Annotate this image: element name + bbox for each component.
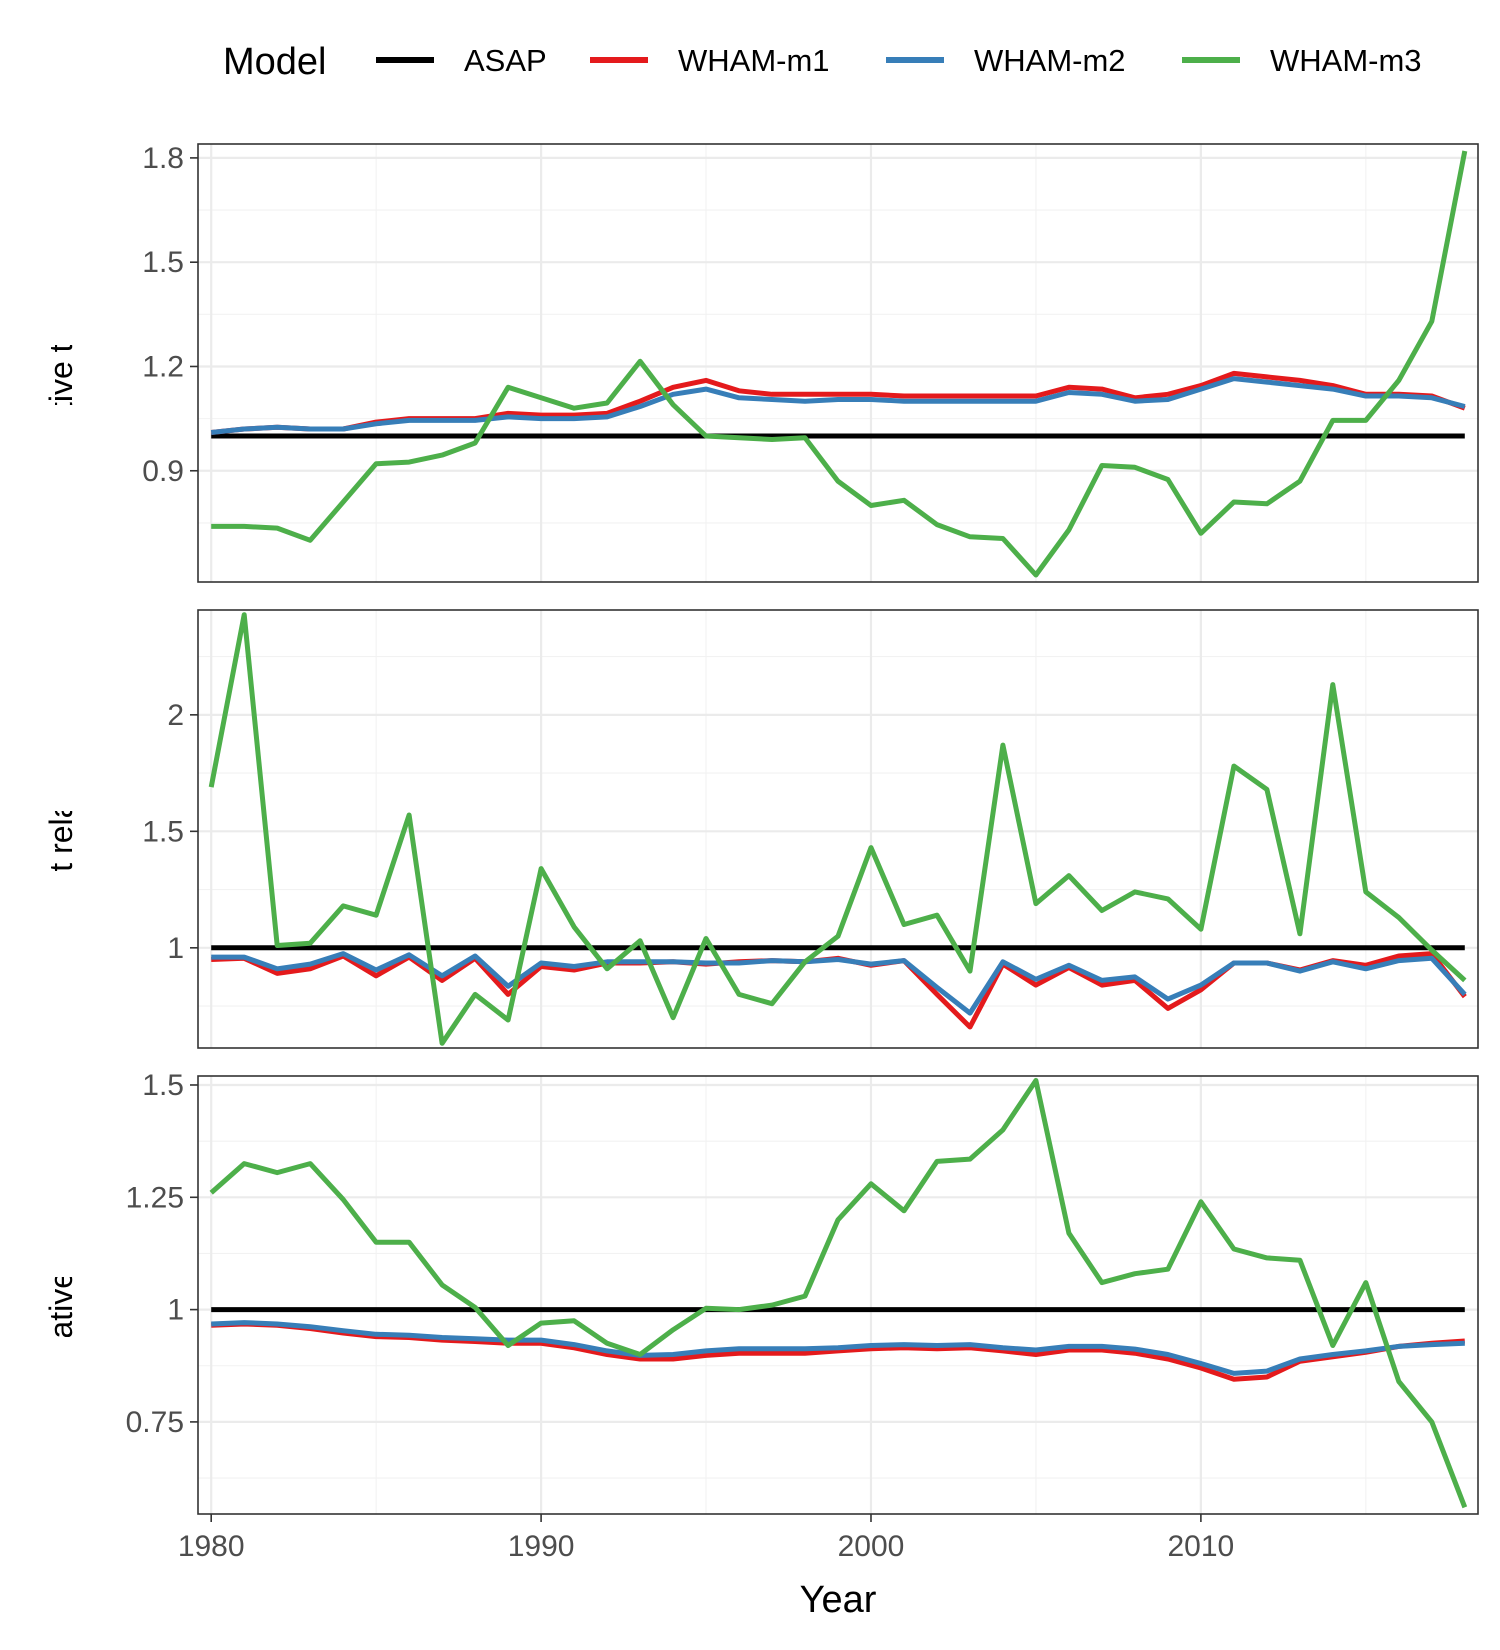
- series-line-wham-m3: [208, 612, 1467, 1046]
- legend-item-wham-m1: WHAM-m1: [590, 43, 830, 78]
- legend-item-asap: ASAP: [376, 43, 547, 78]
- legend-label: ASAP: [464, 43, 547, 78]
- y-tick-label: 1.5: [142, 1069, 184, 1102]
- series-line-wham-m3: [211, 150, 1468, 578]
- series-line-wham-m3: [209, 1078, 1468, 1509]
- y-tick-label: 1: [167, 1294, 184, 1327]
- y-axis-title: SSB relative to ASAP: [43, 1143, 79, 1447]
- panel-border: [197, 1075, 1479, 1515]
- y-tick-label: 0.75: [126, 1406, 184, 1439]
- panel-2: 1 1.5 2 Recruitment relative to ASAP: [43, 609, 1479, 1049]
- x-tick-label: 2000: [838, 1530, 905, 1563]
- panel-border: [197, 143, 1479, 583]
- legend: Model ASAP WHAM-m1 WHAM-m2 WHAM-m3: [223, 41, 1422, 83]
- y-tick-label: 1.8: [142, 142, 184, 175]
- panel-background: [198, 1076, 1478, 1514]
- y-tick-label: 1.25: [126, 1181, 184, 1214]
- panels: 0.9 1.2 1.5 1.8 F relative to ASAP 1 1.5 2 Recru…: [43, 142, 1479, 1563]
- y-axis-title: F relative to ASAP: [43, 233, 79, 493]
- panel-border: [197, 609, 1479, 1049]
- x-tick-label: 1980: [178, 1530, 245, 1563]
- y-tick-label: 1: [167, 932, 184, 965]
- legend-label: WHAM-m2: [974, 43, 1126, 78]
- series-line-wham-m2: [211, 1320, 1465, 1376]
- panel-background: [198, 610, 1478, 1048]
- series-line-wham-m2: [211, 951, 1467, 1016]
- y-tick-label: 1.2: [142, 350, 184, 383]
- y-tick-label: 1.5: [142, 815, 184, 848]
- legend-item-wham-m2: WHAM-m2: [886, 43, 1126, 78]
- x-tick-label: 1990: [508, 1530, 575, 1563]
- x-tick-label: 2010: [1168, 1530, 1235, 1563]
- legend-title: Model: [223, 41, 327, 83]
- y-axis-title: Recruitment relative to ASAP: [43, 623, 79, 1036]
- legend-item-wham-m3: WHAM-m3: [1182, 43, 1422, 78]
- y-tick-label: 0.9: [142, 455, 184, 488]
- panel-background: [198, 144, 1478, 582]
- panel-1: 0.9 1.2 1.5 1.8 F relative to ASAP: [43, 142, 1479, 583]
- x-axis-title: Year: [800, 1579, 877, 1621]
- y-tick-label: 2: [167, 699, 184, 732]
- legend-label: WHAM-m3: [1270, 43, 1422, 78]
- series-line-wham-m2: [210, 376, 1466, 435]
- y-tick-label: 1.5: [142, 246, 184, 279]
- legend-label: WHAM-m1: [678, 43, 830, 78]
- panel-3: 0.75 1 1.25 1.5 SSB relative to ASAP 1980 1990…: [43, 1069, 1479, 1563]
